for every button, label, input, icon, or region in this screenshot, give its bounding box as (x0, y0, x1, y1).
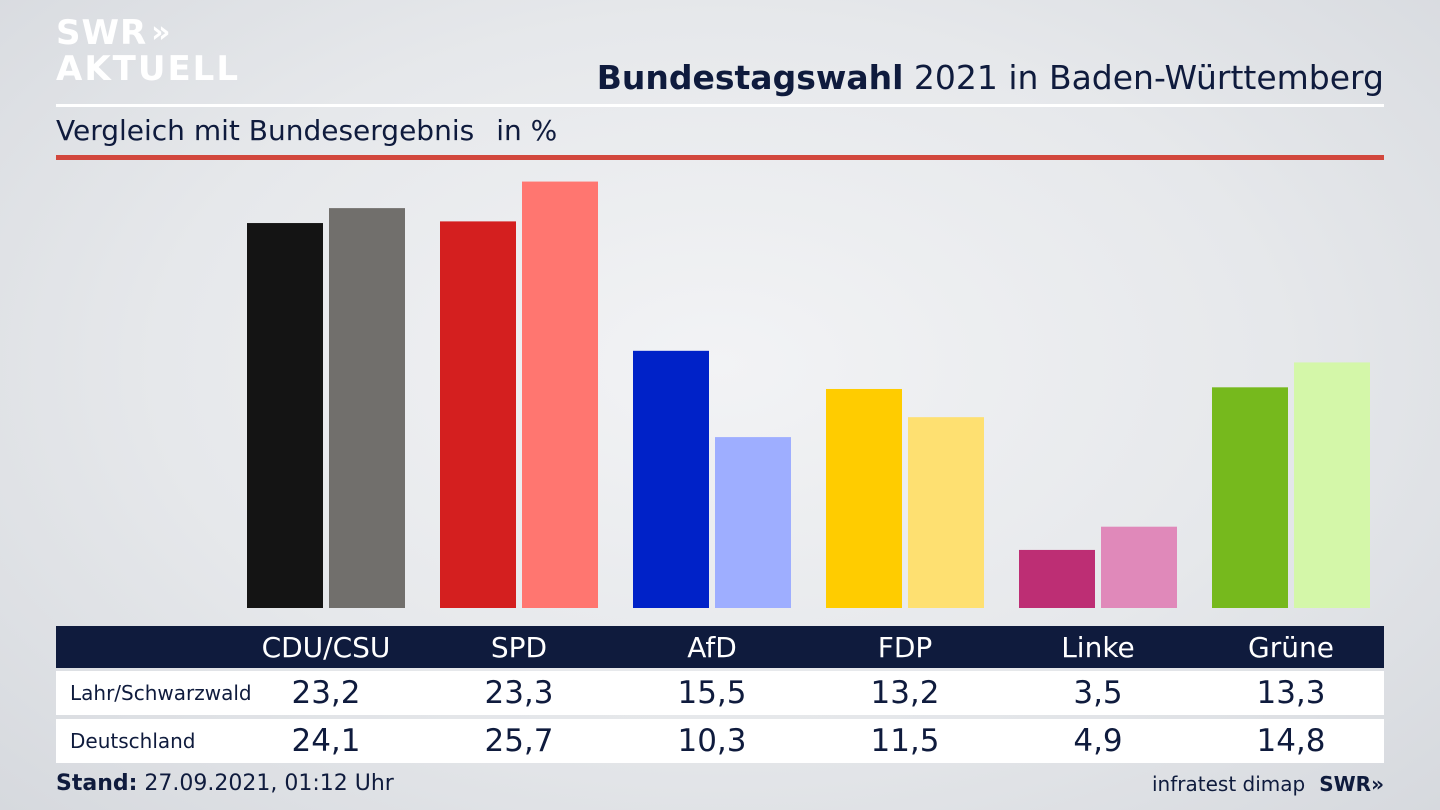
bar-fdp-national (908, 417, 984, 608)
title-rest: 2021 in Baden-Württemberg (903, 58, 1384, 97)
column-header-grne: Grüne (1248, 630, 1334, 664)
source-credit: infratest dimap SWR» (1152, 772, 1384, 796)
unit-label: in % (496, 114, 558, 147)
results-table: CDU/CSU SPD AfD FDP Linke Grüne Lahr/Schwarzw… (56, 626, 1384, 763)
value-spd-national: 25,7 (484, 723, 554, 759)
bar-cducsu-national (329, 208, 405, 608)
row-label-local: Lahr/Schwarzwald (70, 681, 252, 705)
stand-value: 27.09.2021, 01:12 Uhr (137, 771, 394, 796)
value-fdp-national: 11,5 (870, 723, 940, 759)
bar-chart (247, 181, 1370, 609)
value-grne-local: 13,3 (1256, 675, 1326, 711)
value-fdp-local: 13,2 (870, 675, 940, 711)
bar-afd-local (633, 350, 709, 608)
bar-spd-local (440, 221, 516, 609)
bar-grne-local (1212, 387, 1288, 608)
value-linke-national: 4,9 (1073, 723, 1123, 759)
value-linke-local: 3,5 (1073, 675, 1123, 711)
chart-subtitle: Vergleich mit Bundesergebnis in % (56, 114, 557, 147)
value-cducsu-national: 24,1 (291, 723, 361, 759)
value-cducsu-local: 23,2 (291, 675, 361, 711)
source-name: infratest dimap (1152, 772, 1306, 796)
table-header-row: CDU/CSU SPD AfD FDP Linke Grüne (56, 626, 1384, 668)
timestamp: Stand: 27.09.2021, 01:12 Uhr (56, 771, 394, 796)
logo-aktuell: AKTUELL (56, 49, 241, 89)
stand-label: Stand: (56, 771, 138, 796)
bar-spd-national (522, 181, 598, 608)
column-header-cducsu: CDU/CSU (261, 630, 391, 664)
value-grne-national: 14,8 (1256, 723, 1326, 759)
value-afd-local: 15,5 (677, 675, 747, 711)
table-row-national: Deutschland 24,1 25,7 10,3 11,5 4,9 14,8 (56, 719, 1384, 763)
chart-title: Bundestagswahl 2021 in Baden-Württemberg (597, 58, 1384, 97)
column-header-afd: AfD (687, 630, 737, 664)
subtitle-text: Vergleich mit Bundesergebnis (56, 114, 475, 147)
logo-swr: SWR (56, 13, 148, 53)
column-header-spd: SPD (490, 630, 548, 664)
bar-cducsu-local (247, 223, 323, 608)
title-bold: Bundestagswahl (596, 58, 904, 97)
swr-aktuell-logo: SWR» AKTUELL (56, 16, 240, 86)
row-label-national: Deutschland (70, 729, 196, 753)
swr-brand: SWR» (1319, 772, 1384, 796)
column-header-fdp: FDP (877, 630, 933, 664)
value-afd-national: 10,3 (677, 723, 747, 759)
value-spd-local: 23,3 (484, 675, 554, 711)
bar-linke-local (1019, 549, 1095, 608)
bar-fdp-local (826, 388, 902, 608)
bar-afd-national (715, 437, 791, 608)
bar-linke-national (1101, 526, 1177, 608)
title-divider (56, 104, 1384, 107)
bar-grne-national (1294, 362, 1370, 608)
column-header-linke: Linke (1061, 630, 1135, 664)
table-row-local: Lahr/Schwarzwald 23,2 23,3 15,5 13,2 3,5 13,3 (56, 671, 1384, 715)
subtitle-divider (56, 155, 1384, 160)
